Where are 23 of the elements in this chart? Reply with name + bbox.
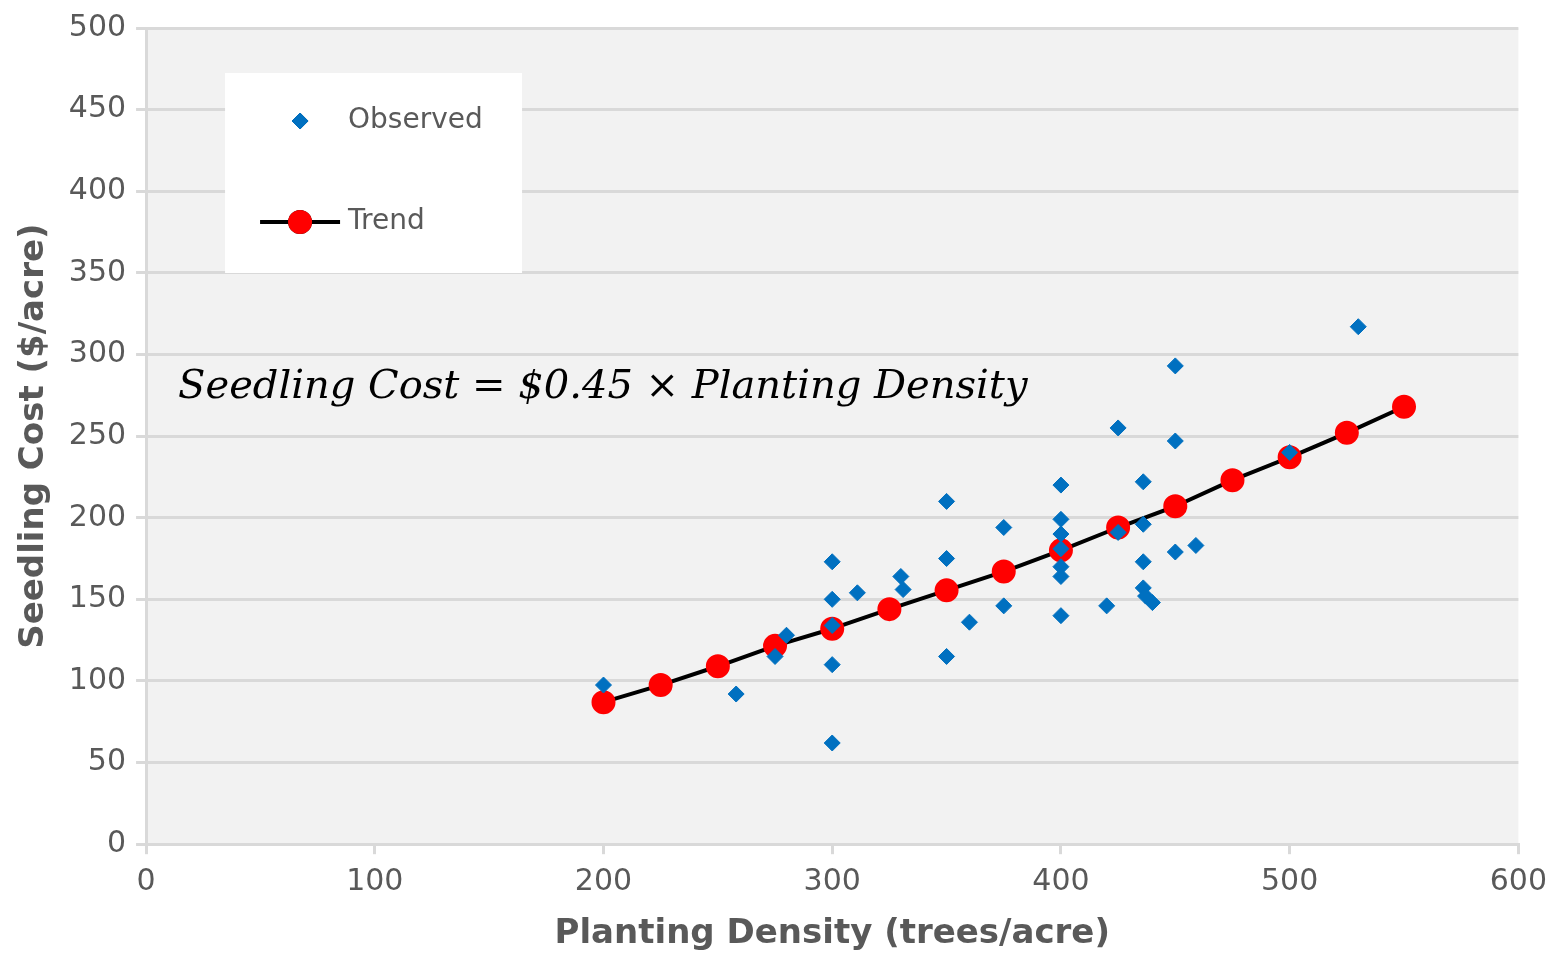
y-tick-label: 300 bbox=[68, 334, 127, 370]
x-tick-label: 100 bbox=[346, 862, 404, 897]
legend-label: Observed bbox=[348, 102, 483, 136]
y-tick-label: 450 bbox=[68, 89, 127, 125]
x-tick-label: 500 bbox=[1261, 862, 1319, 897]
y-tick-label: 150 bbox=[68, 579, 127, 615]
y-tick-label: 500 bbox=[68, 7, 127, 43]
y-tick-label: 400 bbox=[68, 171, 127, 207]
x-tick-label: 400 bbox=[1032, 862, 1090, 897]
x-tick-label: 200 bbox=[574, 862, 633, 897]
x-tick-label: 0 bbox=[136, 862, 156, 897]
y-tick-label: 0 bbox=[106, 824, 127, 859]
x-axis-title: Planting Density (trees/acre) bbox=[554, 911, 1110, 952]
y-tick-label: 50 bbox=[87, 742, 127, 778]
y-tick-label: 250 bbox=[68, 415, 127, 451]
y-tick-label: 100 bbox=[68, 660, 127, 696]
x-tick-label: 300 bbox=[803, 862, 861, 897]
y-tick-label: 200 bbox=[68, 497, 127, 533]
legend-label: Trend bbox=[347, 203, 425, 237]
y-axis-title: Seedling Cost ($/acre) bbox=[11, 223, 52, 649]
y-tick-label: 350 bbox=[68, 252, 127, 288]
annotation: Seedling Cost = $0.45 × Planting Density bbox=[178, 361, 1029, 408]
x-tick-label: 600 bbox=[1489, 862, 1547, 897]
